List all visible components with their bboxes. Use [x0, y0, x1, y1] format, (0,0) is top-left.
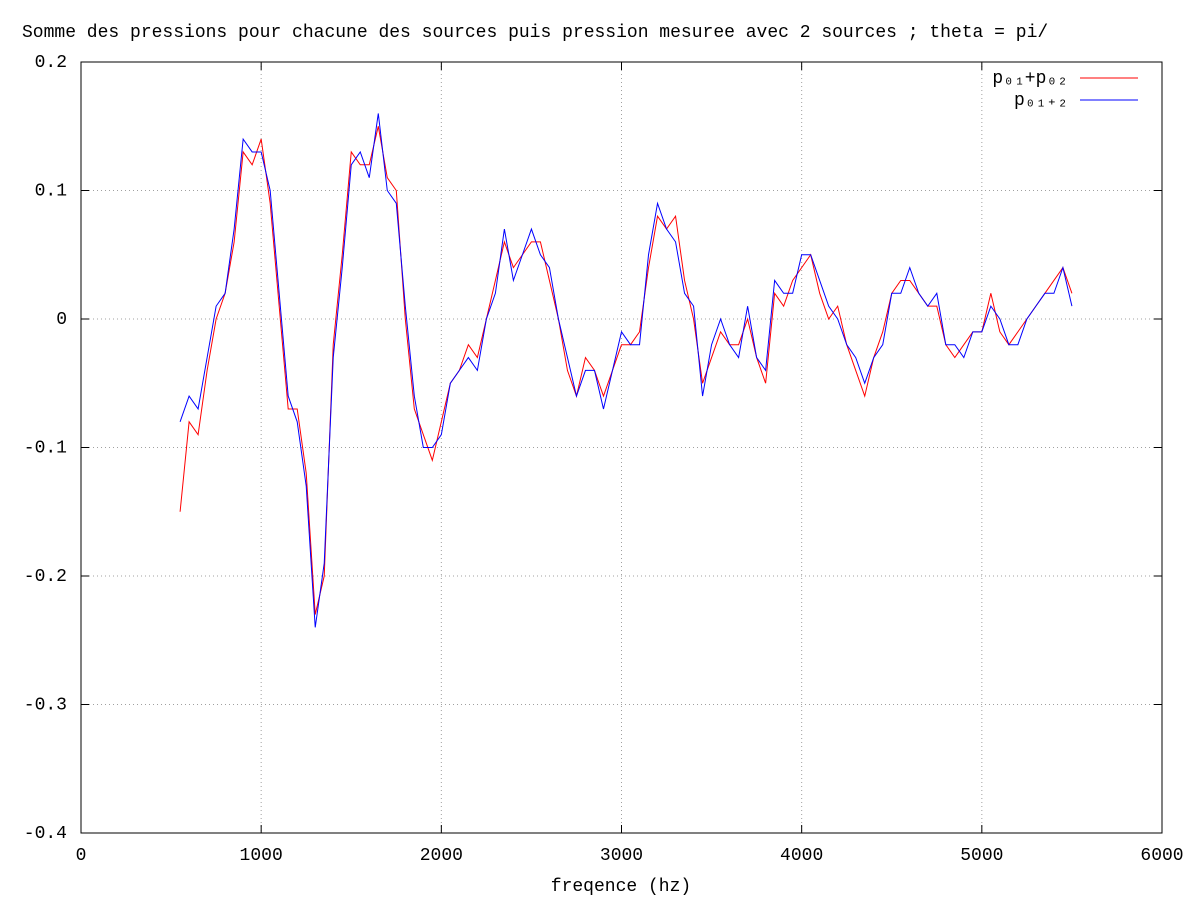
x-tick-label: 4000: [780, 846, 823, 866]
y-tick-label: 0: [56, 310, 67, 330]
x-axis-label: freqence (hz): [551, 877, 691, 897]
x-tick-label: 5000: [960, 846, 1003, 866]
y-tick-label: 0.2: [35, 53, 67, 73]
x-tick-label: 3000: [600, 846, 643, 866]
series-line: [179, 126, 1073, 615]
y-tick-label: -0.1: [24, 438, 67, 458]
x-tick-label: 6000: [1140, 846, 1183, 866]
x-tick-label: 1000: [240, 846, 283, 866]
legend-label: p₀₁+p₀₂: [992, 69, 1068, 89]
chart-title: Somme des pressions pour chacune des sou…: [22, 23, 1048, 43]
y-tick-label: 0.1: [35, 181, 67, 201]
x-tick-label: 2000: [420, 846, 463, 866]
legend-label: p₀₁₊₂: [1014, 91, 1068, 111]
series-line: [179, 113, 1073, 628]
y-tick-label: -0.2: [24, 567, 67, 587]
y-tick-label: -0.4: [24, 824, 67, 844]
y-tick-label: -0.3: [24, 695, 67, 715]
x-tick-label: 0: [76, 846, 87, 866]
